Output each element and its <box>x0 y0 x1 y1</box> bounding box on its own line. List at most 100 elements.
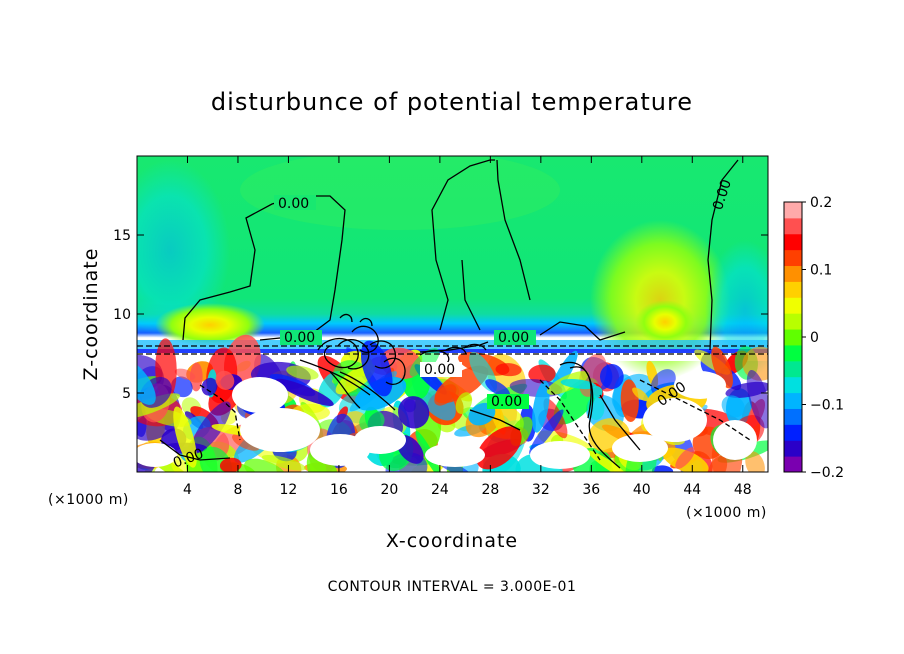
contour-label: 0.00 <box>494 330 536 346</box>
contour-line <box>599 394 641 451</box>
field-patch <box>528 364 556 384</box>
contour-label: 0.00 <box>487 394 529 410</box>
field-patch <box>529 409 564 455</box>
colorbar-tick-label: 0 <box>810 330 819 346</box>
field-patch <box>174 368 196 380</box>
x-tick-label: 16 <box>330 482 348 498</box>
x-axis: 4 8 12 16 20 24 28 32 36 40 44 48 <box>183 156 752 498</box>
field-region <box>240 156 560 230</box>
y-axis: 5 10 15 <box>113 228 768 402</box>
field-patch <box>219 457 242 472</box>
field-band <box>137 349 768 353</box>
colorbar-ticks: −0.2 −0.1 0 0.1 0.2 <box>802 195 844 481</box>
colorbar-segment <box>784 281 802 298</box>
colorbar-tick-label: −0.2 <box>810 465 844 481</box>
colorbar-segment <box>784 217 802 235</box>
field-patch <box>201 377 218 396</box>
field-patch <box>275 378 334 406</box>
contour-line <box>329 371 361 409</box>
contour-lines <box>137 159 768 469</box>
field-patch <box>745 451 765 472</box>
x-tick-label: 28 <box>481 482 499 498</box>
contour-line <box>539 321 626 341</box>
contour-line <box>359 317 373 327</box>
contour-line <box>339 371 396 411</box>
x-tick-label: 48 <box>734 482 752 498</box>
x-tick-label: 40 <box>633 482 651 498</box>
contour-label-background <box>494 330 536 345</box>
contour-label-text: 0.00 <box>491 394 522 410</box>
field-patch <box>632 387 649 402</box>
contour-label-background <box>420 362 462 377</box>
field-patch-white <box>240 408 320 452</box>
field-patch <box>675 447 695 469</box>
colorbar-segment <box>784 313 802 330</box>
field-patch <box>215 370 235 390</box>
field-cool-region <box>137 160 230 340</box>
field-patch <box>137 359 156 405</box>
contour-line <box>461 259 481 331</box>
colorbar-segment <box>784 249 802 267</box>
x-tick-label: 4 <box>183 482 192 498</box>
contour-line <box>383 357 406 385</box>
contour-line <box>317 337 359 369</box>
contour-line-dashed <box>199 384 241 441</box>
x-tick-label: 24 <box>431 482 449 498</box>
field-patch <box>232 433 261 451</box>
colorbar-tick-label: 0.1 <box>810 263 832 279</box>
x-axis-label: X-coordinate <box>386 530 518 552</box>
contour-label: 0.00 <box>280 330 322 346</box>
field-patch <box>560 379 597 390</box>
field-band <box>137 353 768 361</box>
contour-label-background <box>274 195 316 210</box>
colorbar <box>783 201 803 473</box>
contour-line <box>707 159 739 351</box>
colorbar-segment <box>784 408 802 425</box>
contour-interval-note: CONTOUR INTERVAL = 3.000E-01 <box>328 579 577 595</box>
contour-line <box>339 313 353 323</box>
turbulent-layer <box>137 334 768 472</box>
field-patch <box>171 376 193 398</box>
colorbar-segment <box>784 202 802 219</box>
field-patch <box>191 401 231 454</box>
field-patch <box>652 465 674 472</box>
field-warm-region <box>155 303 265 347</box>
field-patch <box>173 406 197 468</box>
field-patch-white <box>232 377 288 413</box>
x-tick-label: 36 <box>582 482 600 498</box>
colorbar-segment <box>784 456 802 473</box>
contour-label-text: 0.00 <box>424 362 455 378</box>
colorbar-segment <box>784 440 802 457</box>
contour-label-background <box>487 394 529 409</box>
colorbar-segment <box>784 360 802 378</box>
contour-label: 0.00 <box>420 362 462 378</box>
field-patch-white <box>713 420 757 460</box>
colorbar-segment <box>784 376 802 394</box>
contour-line <box>496 159 531 301</box>
field-patch <box>476 426 522 470</box>
contour-label-text: 0.00 <box>284 330 315 346</box>
colorbar-segment <box>784 297 802 314</box>
contour-line <box>463 343 487 351</box>
colorbar-segment <box>784 344 802 362</box>
contour-line-dashed <box>639 379 751 441</box>
contour-label-background <box>280 330 322 345</box>
field-patch-white <box>612 434 668 462</box>
y-tick-label: 15 <box>113 228 131 244</box>
colorbar-segment <box>784 392 802 409</box>
field-patch <box>707 455 728 472</box>
contour-line <box>159 439 231 461</box>
contour-label: 0.00 <box>274 195 316 212</box>
contour-label-text: 0.00 <box>498 330 529 346</box>
contour-line <box>469 409 521 431</box>
y-tick-label: 10 <box>113 307 131 323</box>
colorbar-segment <box>784 424 802 441</box>
contour-line <box>337 339 370 370</box>
contour-line <box>299 359 371 396</box>
colorbar-segment <box>784 265 802 282</box>
field-patch-white <box>354 426 406 454</box>
y-tick-label: 5 <box>122 386 131 402</box>
field-patch <box>286 365 319 380</box>
colorbar-tick-label: −0.1 <box>810 398 844 414</box>
